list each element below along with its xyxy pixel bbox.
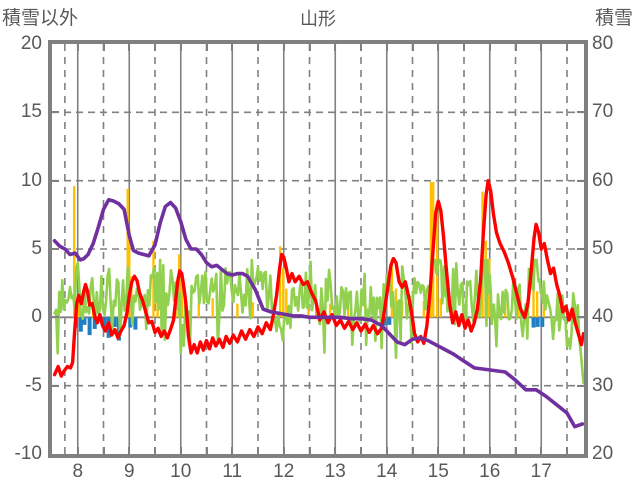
x-tickmark <box>205 44 208 51</box>
x-tickmark <box>540 447 543 454</box>
x-tickmark <box>154 44 156 51</box>
x-axis-tick-16: 16 <box>479 461 501 482</box>
x-tickmark <box>514 44 517 51</box>
y-axis-tick-15: 15 <box>20 101 42 123</box>
x-tickmark <box>360 447 362 454</box>
x-tickmark <box>488 447 491 454</box>
left-axis-title: 積雪以外 <box>2 8 79 29</box>
y-axis-tick-10: 10 <box>20 169 42 191</box>
x-tickmark <box>463 447 465 454</box>
y2-axis-tick-80: 80 <box>592 33 614 54</box>
y2-axis-tick-20: 20 <box>592 443 614 464</box>
x-tickmark <box>411 447 414 454</box>
x-tickmark <box>231 44 234 51</box>
x-axis-tick-12: 12 <box>273 461 295 482</box>
x-tickmark <box>102 447 105 454</box>
x-tickmark <box>257 447 259 454</box>
y-tickmark <box>577 384 584 387</box>
x-tickmark <box>334 44 337 51</box>
x-axis-tick-13: 13 <box>324 461 346 482</box>
y-axis-tick-0: 0 <box>31 306 42 328</box>
right-axis-title: 積雪 <box>594 8 633 29</box>
x-tickmark <box>334 447 337 454</box>
x-tickmark <box>514 447 517 454</box>
x-tickmark <box>540 44 543 51</box>
y2-axis-tick-50: 50 <box>592 238 614 259</box>
y-tickmark <box>52 111 59 114</box>
x-axis-tick-15: 15 <box>427 461 449 482</box>
y-tickmark <box>577 248 584 250</box>
x-axis-tick-14: 14 <box>376 461 398 482</box>
x-tickmark <box>282 44 285 51</box>
x-axis-tick-8: 8 <box>72 461 84 482</box>
y2-axis-tick-40: 40 <box>592 306 614 328</box>
y-axis-tick--5: -5 <box>25 374 42 396</box>
green-line <box>53 258 584 385</box>
x-axis-tick-9: 9 <box>123 461 135 482</box>
x-tickmark <box>76 447 79 454</box>
red-line <box>52 178 584 378</box>
plot-inner <box>52 44 584 454</box>
x-tickmark <box>411 44 414 51</box>
x-tickmark <box>437 44 440 51</box>
x-tickmark <box>76 44 79 51</box>
x-tickmark <box>179 447 182 454</box>
x-axis-tick-11: 11 <box>222 461 243 482</box>
y2-axis-tick-70: 70 <box>592 101 614 123</box>
y-tickmark <box>52 316 59 319</box>
x-tickmark <box>566 447 568 454</box>
x-tickmark <box>488 44 491 51</box>
y-tickmark <box>577 316 584 319</box>
y-axis-tick-5: 5 <box>31 238 42 259</box>
y-tickmark <box>577 179 584 182</box>
x-tickmark <box>102 44 105 51</box>
y-tickmark <box>577 111 584 114</box>
page-title: 山形 <box>300 9 336 29</box>
x-tickmark <box>128 44 131 51</box>
x-tickmark <box>308 447 311 454</box>
x-axis-tick-17: 17 <box>530 461 552 482</box>
x-tickmark <box>205 447 208 454</box>
x-tickmark <box>463 44 465 51</box>
x-tickmark <box>257 44 259 51</box>
x-tickmark <box>179 44 182 51</box>
y-tickmark <box>52 179 59 182</box>
purple-line <box>52 198 584 429</box>
x-tickmark <box>128 447 131 454</box>
x-tickmark <box>385 447 388 454</box>
y-tickmark <box>52 384 59 387</box>
y2-axis-tick-30: 30 <box>592 374 614 396</box>
x-tickmark <box>154 447 156 454</box>
x-tickmark <box>308 44 311 51</box>
x-tickmark <box>385 44 388 51</box>
y2-axis-tick-60: 60 <box>592 169 614 191</box>
x-tickmark <box>437 447 440 454</box>
x-axis-tick-10: 10 <box>170 461 192 482</box>
x-tickmark <box>360 44 362 51</box>
y-axis-tick--10: -10 <box>14 443 42 464</box>
x-tickmark <box>231 447 234 454</box>
x-tickmark <box>566 44 568 51</box>
y-tickmark <box>52 248 59 250</box>
plot-area <box>48 40 588 458</box>
x-tickmark <box>282 447 285 454</box>
y-axis-tick-20: 20 <box>20 33 42 54</box>
chart-svg <box>52 44 584 454</box>
